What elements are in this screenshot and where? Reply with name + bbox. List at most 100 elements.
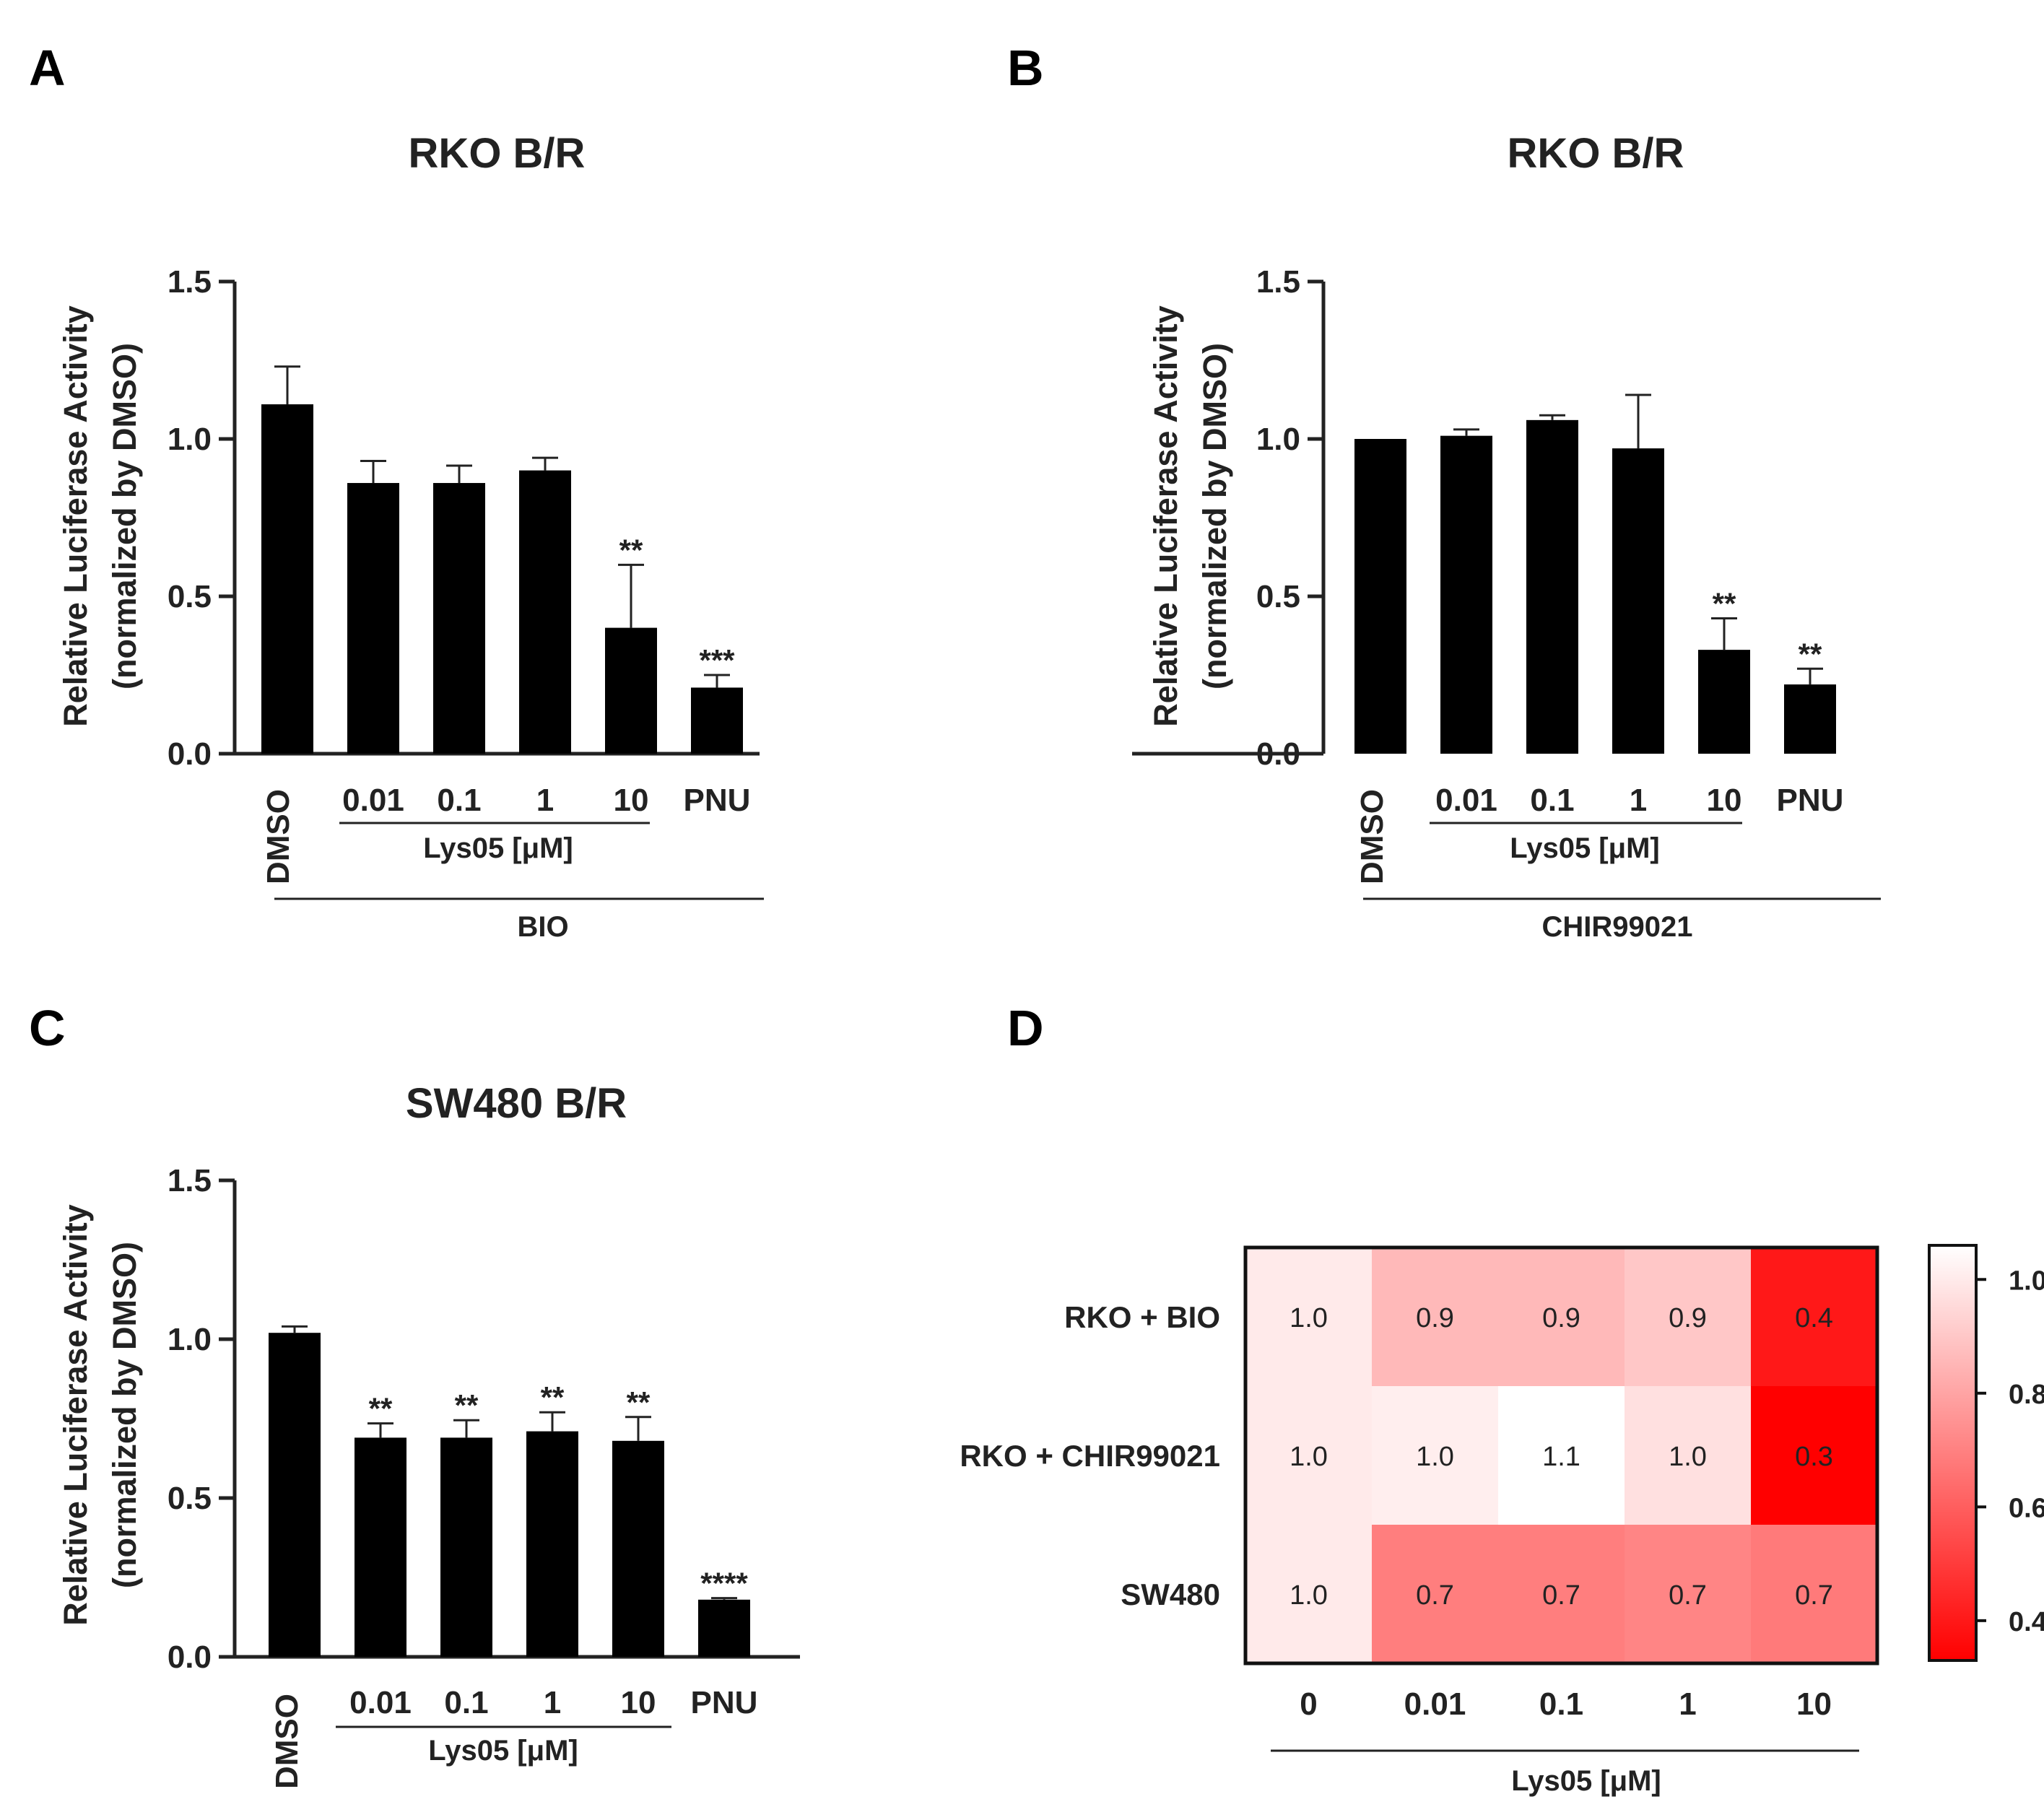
x-category-label: 0.1 — [1530, 783, 1574, 818]
heatmap-cell-label: 1.0 — [1290, 1580, 1328, 1611]
bar — [1526, 419, 1578, 754]
bar — [1354, 439, 1406, 754]
y-axis-label: Relative Luciferase Activity — [1147, 305, 1184, 727]
colorbar-tick-label: 0.8 — [2009, 1380, 2044, 1410]
colorbar-tick-label: 1.0 — [2009, 1266, 2044, 1296]
heatmap-cell — [1498, 1248, 1625, 1386]
significance-label: ** — [1713, 587, 1736, 621]
y-tick-label: 0.0 — [1256, 736, 1300, 772]
x-category-label: PNU — [684, 783, 751, 818]
colorbar-tick-label: 0.6 — [2009, 1493, 2044, 1523]
y-axis-label-sub: (normalized by DMSO) — [106, 343, 143, 689]
y-axis-label-sub: (normalized by DMSO) — [1196, 343, 1233, 689]
bar — [433, 483, 485, 754]
bar — [526, 1431, 578, 1657]
x-category-label: DMSO — [1354, 789, 1390, 884]
heatmap-cell — [1245, 1386, 1372, 1525]
significance-label: ** — [619, 533, 643, 567]
heatmap-cell-label: 0.7 — [1542, 1580, 1580, 1611]
heatmap-cell-label: 1.1 — [1542, 1442, 1580, 1472]
heatmap-cell — [1625, 1386, 1751, 1525]
bar — [355, 1437, 406, 1657]
heatmap-cell-label: 0.9 — [1669, 1303, 1707, 1333]
bar — [1612, 448, 1664, 754]
bar — [347, 483, 399, 754]
heatmap-frame — [1243, 1245, 1879, 1666]
bar — [1698, 650, 1750, 754]
significance-label: *** — [699, 643, 735, 677]
group-label: Lys05 [μM] — [423, 832, 573, 864]
heatmap-cell-label: 1.0 — [1290, 1303, 1328, 1333]
significance-label: ** — [541, 1380, 565, 1414]
heatmap-cell-label: 0.3 — [1795, 1442, 1833, 1472]
group-label: Lys05 [μM] — [428, 1735, 578, 1767]
panel-label: A — [29, 40, 66, 96]
treatment-label: CHIR99021 — [1541, 911, 1692, 943]
x-category-label: DMSO — [269, 1694, 305, 1789]
bar — [691, 687, 743, 754]
bar — [440, 1437, 492, 1657]
panel-d: D 1.0 0.9 0.9 0.9 0.4 RKO + BIO 1.0 1.0 1.1 1.0 0.3… — [960, 1000, 2044, 1797]
bar — [698, 1599, 750, 1657]
bar — [519, 470, 571, 754]
heatmap-cell-label: 0.7 — [1795, 1580, 1833, 1611]
y-tick-label: 0.0 — [168, 736, 212, 772]
heatmap-cell — [1498, 1525, 1625, 1663]
heatmap-x-label: Lys05 [μM] — [1511, 1765, 1661, 1797]
treatment-label: BIO — [517, 911, 568, 943]
heatmap-cell-label: 1.0 — [1416, 1442, 1454, 1472]
y-axis-label-sub: (normalized by DMSO) — [106, 1242, 143, 1588]
y-tick-label: 0.5 — [1256, 579, 1300, 614]
bar — [261, 404, 313, 754]
x-category-label: 10 — [614, 783, 649, 818]
significance-label: ** — [1799, 637, 1822, 671]
heatmap-cell — [1625, 1248, 1751, 1386]
x-category-label: 0.01 — [349, 1685, 412, 1720]
y-tick-label: 1.0 — [168, 1322, 212, 1357]
heatmap-row-label: RKO + BIO — [1064, 1300, 1220, 1334]
y-tick-label: 0.5 — [168, 1481, 212, 1516]
x-category-label: 0.1 — [437, 783, 481, 818]
heatmap-row-label: SW480 — [1121, 1577, 1220, 1611]
x-category-label: DMSO — [261, 789, 296, 884]
heatmap-column-label: 0 — [1300, 1686, 1317, 1722]
heatmap-cell-label: 0.4 — [1795, 1303, 1833, 1333]
bar — [605, 627, 657, 754]
significance-label: **** — [700, 1567, 748, 1601]
significance-label: ** — [627, 1385, 651, 1419]
x-category-label: 1 — [544, 1685, 561, 1720]
heatmap-cell-label: 1.0 — [1669, 1442, 1707, 1472]
heatmap-column-label: 0.01 — [1404, 1686, 1466, 1722]
heatmap-cell — [1372, 1386, 1498, 1525]
colorbar — [1928, 1244, 1978, 1662]
x-category-label: PNU — [691, 1685, 758, 1720]
heatmap-cell — [1372, 1525, 1498, 1663]
x-category-label: 0.1 — [444, 1685, 488, 1720]
x-category-label: 0.01 — [342, 783, 404, 818]
panel-label: D — [1007, 1000, 1044, 1056]
y-tick-label: 0.0 — [168, 1640, 212, 1675]
bar — [1440, 435, 1492, 754]
significance-label: ** — [369, 1392, 393, 1426]
bar — [612, 1440, 664, 1657]
x-category-label: PNU — [1777, 783, 1844, 818]
heatmap-cell-label: 1.0 — [1290, 1442, 1328, 1472]
heatmap-column-label: 1 — [1679, 1686, 1696, 1722]
bar — [269, 1333, 321, 1657]
y-tick-label: 1.5 — [1256, 264, 1300, 300]
heatmap-cell — [1372, 1248, 1498, 1386]
y-tick-label: 1.5 — [168, 264, 212, 300]
x-category-label: 0.01 — [1435, 783, 1497, 818]
heatmap-column-label: 10 — [1796, 1686, 1832, 1722]
x-category-label: 10 — [1707, 783, 1742, 818]
heatmap-cell-label: 0.7 — [1669, 1580, 1707, 1611]
heatmap-cell — [1245, 1248, 1372, 1386]
heatmap-cell — [1751, 1386, 1877, 1525]
colorbar-tick-label: 0.4 — [2009, 1607, 2044, 1637]
group-label: Lys05 [μM] — [1510, 832, 1659, 864]
y-axis-label: Relative Luciferase Activity — [57, 1204, 94, 1626]
heatmap-cell-label: 0.7 — [1416, 1580, 1454, 1611]
chart-title: RKO B/R — [409, 130, 586, 177]
heatmap-cell-label: 0.9 — [1542, 1303, 1580, 1333]
heatmap-cell — [1751, 1525, 1877, 1663]
